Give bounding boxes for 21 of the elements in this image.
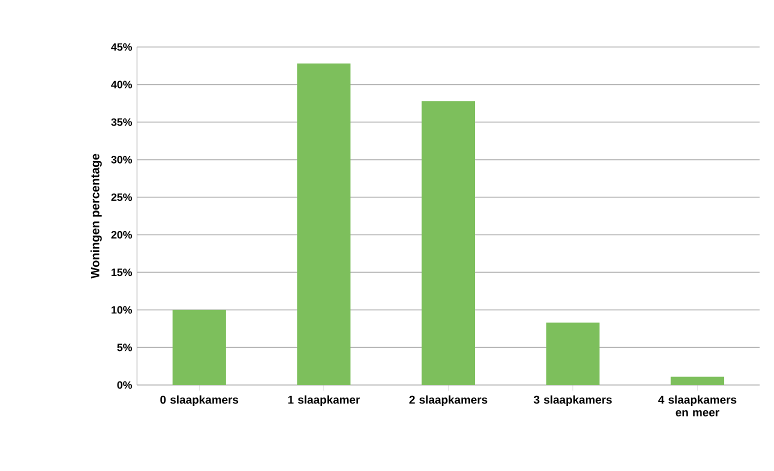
bar bbox=[172, 310, 226, 385]
bar bbox=[422, 101, 476, 385]
y-axis-title: Woningen percentage bbox=[90, 154, 102, 279]
y-tick-label: 25% bbox=[111, 193, 132, 201]
y-tick-label: 0% bbox=[117, 381, 132, 389]
y-tick-label: 20% bbox=[111, 231, 132, 239]
bar bbox=[297, 64, 350, 385]
x-tick-label: 4 slaapkamers en meer bbox=[658, 395, 736, 416]
x-tick-label: 0 slaapkamers bbox=[160, 395, 238, 406]
y-tick-label: 45% bbox=[111, 43, 132, 51]
x-tick-label: 1 slaapkamer bbox=[288, 395, 360, 406]
y-tick-label: 40% bbox=[111, 80, 132, 88]
y-tick-label: 35% bbox=[111, 118, 132, 126]
y-tick-label: 10% bbox=[112, 306, 132, 314]
bar bbox=[670, 376, 724, 385]
x-tick-label: 3 slaapkamers bbox=[534, 395, 612, 406]
y-tick-label: 15% bbox=[112, 268, 132, 276]
x-tick-label: 2 slaapkamers bbox=[409, 395, 488, 406]
bar bbox=[546, 322, 600, 385]
y-tick-label: 30% bbox=[111, 156, 132, 164]
y-tick-label: 5% bbox=[117, 344, 132, 352]
